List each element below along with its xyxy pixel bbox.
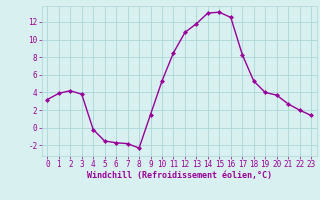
X-axis label: Windchill (Refroidissement éolien,°C): Windchill (Refroidissement éolien,°C)	[87, 171, 272, 180]
